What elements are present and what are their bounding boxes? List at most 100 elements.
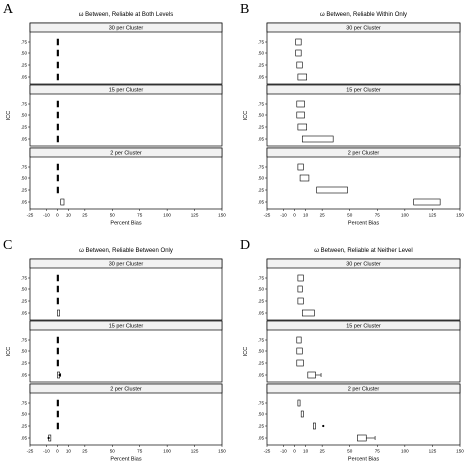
x-tick-label: 125 — [191, 213, 199, 218]
box — [295, 38, 302, 46]
box — [56, 38, 59, 46]
facet-strip — [266, 258, 461, 269]
y-tick-label: .05 — [258, 311, 265, 316]
x-tick-label: 150 — [456, 449, 464, 454]
box — [300, 410, 304, 418]
box — [295, 49, 302, 57]
outlier-point — [47, 436, 50, 440]
panel-title: ω Between, Reliable at Neither Level — [314, 248, 412, 254]
box — [307, 371, 316, 379]
facet-strip — [29, 383, 223, 394]
y-tick-label: .75 — [258, 276, 265, 281]
y-tick-label: .05 — [21, 75, 28, 80]
box — [299, 174, 310, 182]
x-tick-label: 150 — [456, 213, 464, 218]
box — [56, 186, 59, 194]
y-tick-label: .05 — [21, 137, 28, 142]
box — [296, 359, 304, 367]
box — [56, 163, 59, 171]
facet-strip — [29, 147, 223, 158]
y-tick-label: .25 — [21, 188, 28, 193]
y-tick-label: .25 — [21, 361, 28, 366]
x-tick-label: 125 — [429, 213, 437, 218]
y-tick-label: .25 — [258, 424, 265, 429]
y-tick-label: .05 — [21, 200, 28, 205]
box — [56, 73, 59, 81]
facet-label: 2 per Cluster — [348, 387, 380, 393]
box — [301, 309, 315, 317]
facet-label: 15 per Cluster — [109, 88, 144, 94]
facet-strip — [266, 84, 461, 95]
facet-label: 15 per Cluster — [109, 324, 144, 330]
box — [296, 347, 303, 355]
box — [56, 410, 59, 418]
facet-label: 15 per Cluster — [346, 324, 381, 330]
facet-label: 30 per Cluster — [109, 26, 144, 32]
y-axis-title: ICC — [6, 347, 12, 357]
y-tick-label: .25 — [258, 63, 265, 68]
outlier-point — [322, 424, 325, 428]
panel-title: ω Between, Reliable at Both Levels — [79, 12, 173, 18]
x-tick-label: 50 — [110, 213, 116, 218]
box — [56, 274, 59, 282]
box — [57, 309, 60, 317]
x-tick-label: 100 — [401, 213, 409, 218]
y-tick-label: .05 — [258, 75, 265, 80]
box — [56, 285, 59, 293]
box — [56, 359, 59, 367]
x-tick-label: -25 — [27, 449, 34, 454]
y-tick-label: .25 — [21, 299, 28, 304]
x-tick-label: 0 — [56, 213, 59, 218]
y-tick-label: .50 — [258, 113, 265, 118]
y-tick-label: .05 — [258, 137, 265, 142]
facet-label: 30 per Cluster — [109, 262, 144, 268]
panel-letter: D — [240, 238, 250, 253]
box — [413, 198, 441, 206]
box — [357, 434, 367, 442]
box — [60, 198, 65, 206]
box — [56, 111, 59, 119]
box — [56, 422, 59, 430]
facet-strip — [266, 22, 461, 33]
facet-label: 2 per Cluster — [110, 387, 142, 393]
y-tick-label: .50 — [258, 287, 265, 292]
box — [297, 285, 303, 293]
x-axis-title: Percent Bias — [110, 221, 141, 227]
facet-strip — [29, 84, 223, 95]
x-tick-label: 75 — [375, 449, 381, 454]
y-tick-label: .75 — [258, 40, 265, 45]
facet-strip — [266, 147, 461, 158]
y-tick-label: .50 — [258, 412, 265, 417]
x-tick-label: 0 — [293, 449, 296, 454]
y-axis-title: ICC — [6, 111, 12, 121]
y-tick-label: .50 — [21, 349, 28, 354]
box — [56, 61, 59, 69]
x-tick-label: -10 — [280, 213, 287, 218]
box — [297, 399, 301, 407]
facet-strip — [29, 258, 223, 269]
y-tick-label: .75 — [258, 165, 265, 170]
y-axis-title: ICC — [243, 347, 249, 357]
y-tick-label: .25 — [21, 424, 28, 429]
y-tick-label: .25 — [258, 125, 265, 130]
facet-label: 30 per Cluster — [346, 26, 381, 32]
box — [297, 274, 304, 282]
x-tick-label: 10 — [303, 213, 309, 218]
y-tick-label: .75 — [21, 401, 28, 406]
y-tick-label: .75 — [21, 165, 28, 170]
y-tick-label: .75 — [21, 276, 28, 281]
facet-strip — [266, 320, 461, 331]
box — [313, 422, 316, 430]
y-tick-label: .50 — [21, 51, 28, 56]
facet-label: 2 per Cluster — [110, 151, 142, 157]
y-tick-label: .75 — [21, 102, 28, 107]
box — [296, 111, 305, 119]
panel-letter: C — [3, 238, 12, 253]
x-tick-label: 100 — [163, 213, 171, 218]
x-tick-label: 25 — [82, 449, 88, 454]
x-tick-label: 10 — [66, 449, 72, 454]
facet-strip — [29, 320, 223, 331]
box — [56, 135, 59, 143]
box — [297, 297, 304, 305]
y-tick-label: .25 — [258, 361, 265, 366]
